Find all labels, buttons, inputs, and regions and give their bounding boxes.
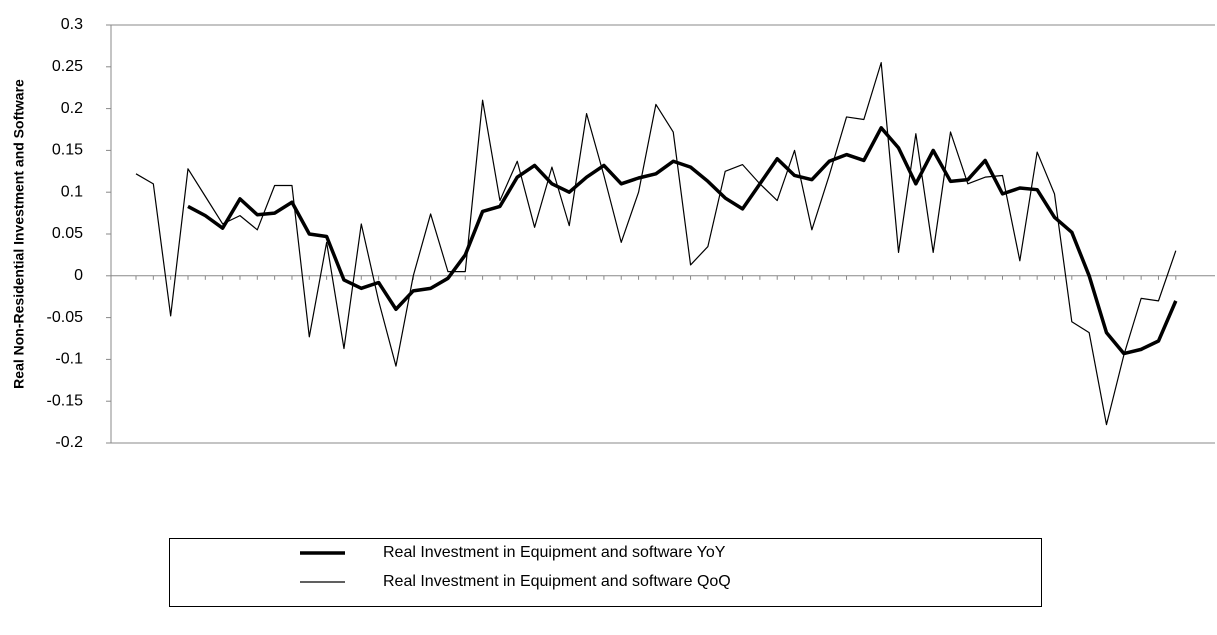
y-tick-label: 0 [74, 267, 83, 284]
y-tick-label: -0.2 [55, 434, 83, 451]
legend-box [169, 538, 1042, 607]
y-tick-label: 0.15 [52, 142, 83, 159]
y-tick-label: -0.15 [47, 392, 84, 409]
y-tick-label: -0.05 [47, 309, 84, 326]
y-tick-label: 0.1 [61, 183, 83, 200]
legend-label: Real Investment in Equipment and softwar… [383, 573, 731, 590]
y-tick-label: 0.2 [61, 100, 83, 117]
y-tick-label: 0.05 [52, 225, 83, 242]
series-line [187, 126, 1178, 356]
y-tick-label: 0.3 [61, 16, 83, 33]
series-line [135, 62, 1177, 426]
y-tick-label: -0.1 [55, 351, 83, 368]
y-axis-label: Real Non-Residential Investment and Soft… [11, 79, 27, 389]
y-tick-label: 0.25 [52, 58, 83, 75]
legend-label: Real Investment in Equipment and softwar… [383, 544, 726, 561]
